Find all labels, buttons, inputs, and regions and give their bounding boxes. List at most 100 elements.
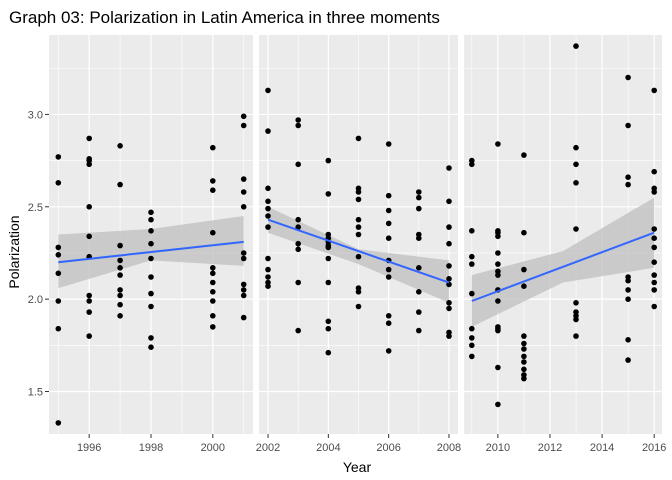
- data-point: [148, 240, 154, 247]
- data-point: [495, 401, 501, 408]
- data-point: [117, 265, 123, 271]
- data-point: [416, 265, 422, 271]
- data-point: [86, 292, 92, 299]
- data-point: [210, 279, 216, 286]
- data-point: [495, 327, 501, 334]
- data-point: [148, 335, 154, 341]
- data-point: [117, 242, 123, 249]
- data-point: [55, 298, 62, 304]
- data-point: [446, 300, 452, 306]
- data-point: [265, 205, 271, 212]
- data-point: [265, 185, 271, 192]
- data-point: [265, 255, 271, 262]
- data-point: [210, 313, 216, 319]
- data-point: [521, 266, 527, 273]
- data-point: [355, 303, 362, 310]
- data-point: [55, 252, 62, 258]
- data-point: [651, 189, 657, 195]
- data-point: [495, 298, 501, 304]
- data-point: [385, 348, 392, 354]
- data-point: [148, 303, 154, 310]
- regression-line: [267, 218, 450, 284]
- data-point: [416, 327, 422, 334]
- data-point: [521, 283, 527, 290]
- data-point: [148, 290, 154, 297]
- data-point: [416, 235, 422, 241]
- data-point: [55, 270, 62, 277]
- data-point: [625, 277, 631, 284]
- data-point: [117, 301, 123, 308]
- data-point: [469, 253, 475, 260]
- y-tick-label: 2.5: [28, 202, 43, 214]
- x-tick-label: 2002: [256, 442, 280, 454]
- data-point: [521, 152, 527, 158]
- data-point: [446, 305, 452, 312]
- data-point: [148, 274, 154, 280]
- data-point: [86, 204, 92, 210]
- data-point: [325, 279, 332, 286]
- data-point: [651, 235, 657, 241]
- data-point: [385, 192, 392, 199]
- data-point: [295, 327, 302, 334]
- data-point: [295, 122, 302, 129]
- facet-panel: 2010 2012 2014 2016: [464, 35, 666, 454]
- data-point: [651, 259, 657, 266]
- data-point: [240, 189, 247, 195]
- data-point: [446, 240, 452, 247]
- data-point: [573, 316, 579, 323]
- data-point: [55, 244, 62, 251]
- x-tick-label: 2008: [437, 442, 461, 454]
- data-point: [117, 143, 123, 149]
- data-point: [573, 300, 579, 306]
- data-point: [385, 274, 392, 280]
- data-point: [416, 189, 422, 195]
- data-point: [148, 216, 154, 223]
- data-point: [355, 231, 362, 238]
- data-point: [240, 314, 247, 321]
- data-point: [469, 353, 475, 360]
- data-point: [148, 344, 154, 351]
- regression-line: [471, 231, 655, 302]
- data-point: [469, 342, 475, 349]
- data-point: [240, 122, 247, 129]
- regression-line: [58, 240, 244, 264]
- data-point: [265, 87, 271, 94]
- data-point: [446, 276, 452, 282]
- data-point: [265, 266, 271, 273]
- data-point: [210, 298, 216, 304]
- data-point: [625, 357, 631, 363]
- data-point: [355, 224, 362, 230]
- x-tick-label: 2010: [486, 442, 510, 454]
- data-point: [385, 320, 392, 327]
- x-tick-label: 2004: [316, 442, 340, 454]
- data-point: [240, 255, 247, 262]
- data-point: [240, 287, 247, 293]
- data-point: [240, 113, 247, 120]
- x-tick-label: 2014: [590, 442, 614, 454]
- data-point: [469, 261, 475, 267]
- data-point: [446, 198, 452, 205]
- data-point: [625, 174, 631, 180]
- data-point: [416, 289, 422, 295]
- data-point: [325, 318, 332, 325]
- data-point: [385, 313, 392, 319]
- data-point: [295, 224, 302, 230]
- data-point: [117, 257, 123, 264]
- y-tick-label: 2.0: [28, 294, 43, 306]
- data-point: [469, 228, 475, 234]
- data-point: [521, 340, 527, 347]
- data-point: [625, 74, 631, 81]
- data-point: [210, 229, 216, 236]
- data-point: [55, 325, 62, 332]
- data-point: [521, 229, 527, 236]
- x-tick-label: 1998: [139, 442, 163, 454]
- data-point: [210, 265, 216, 271]
- data-point: [86, 333, 92, 339]
- data-point: [495, 141, 501, 147]
- data-point: [240, 250, 247, 256]
- data-point: [355, 253, 362, 260]
- data-point: [117, 292, 123, 299]
- data-point: [295, 246, 302, 253]
- data-point: [210, 187, 216, 193]
- data-point: [469, 161, 475, 168]
